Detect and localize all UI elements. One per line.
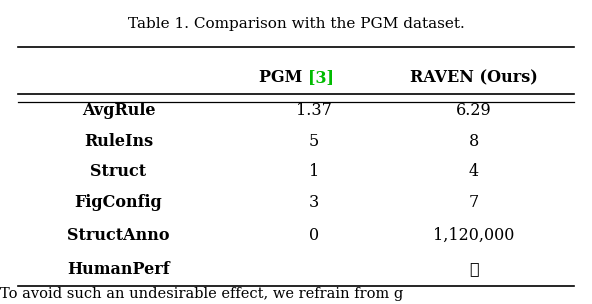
Text: [3]: [3] [308, 69, 334, 86]
Text: 1,120,000: 1,120,000 [433, 227, 514, 244]
Text: StructAnno: StructAnno [67, 227, 170, 244]
Text: 6.29: 6.29 [456, 102, 491, 119]
Text: 0: 0 [308, 227, 319, 244]
Text: RuleIns: RuleIns [84, 133, 153, 150]
Text: 5: 5 [308, 133, 319, 150]
Text: 1: 1 [308, 163, 319, 180]
Text: Struct: Struct [91, 163, 146, 180]
Text: RAVEN (Ours): RAVEN (Ours) [410, 69, 538, 86]
Text: 4: 4 [468, 163, 479, 180]
Text: Table 1. Comparison with the PGM dataset.: Table 1. Comparison with the PGM dataset… [128, 17, 464, 31]
Text: To avoid such an undesirable effect, we refrain from g: To avoid such an undesirable effect, we … [0, 287, 403, 301]
Text: HumanPerf: HumanPerf [67, 261, 170, 278]
Text: 7: 7 [468, 194, 479, 211]
Text: ✓: ✓ [469, 261, 478, 278]
Text: FigConfig: FigConfig [75, 194, 162, 211]
Text: PGM: PGM [259, 69, 308, 86]
Text: 3: 3 [308, 194, 319, 211]
Text: 1.37: 1.37 [296, 102, 332, 119]
Text: 8: 8 [468, 133, 479, 150]
Text: AvgRule: AvgRule [82, 102, 155, 119]
